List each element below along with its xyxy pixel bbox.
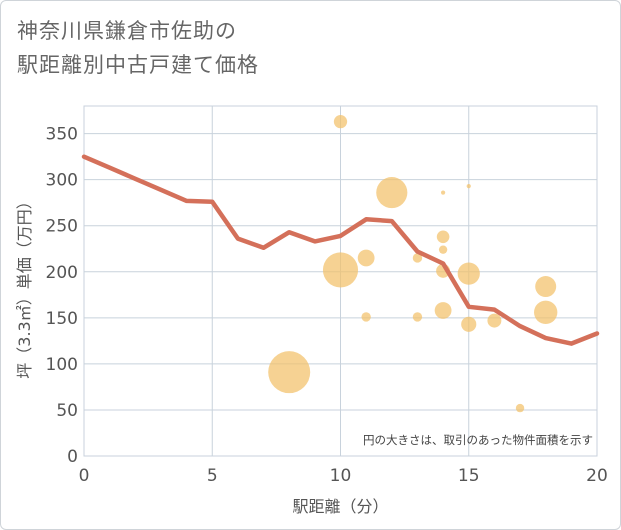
chart-title-line1: 神奈川県鎌倉市佐助の (17, 19, 237, 43)
x-tick-label: 0 (79, 466, 90, 486)
bubble-point (333, 115, 348, 129)
average-price-line (81, 154, 600, 346)
bubble-point (322, 252, 359, 288)
bubble-point (461, 316, 477, 332)
bubble-point (412, 312, 423, 322)
chart-title: 神奈川県鎌倉市佐助の 駅距離別中古戸建て価格 (17, 14, 259, 82)
bubble-point (438, 245, 448, 254)
bubble-point (515, 403, 525, 413)
bubble-point (376, 177, 408, 209)
bubble-point (434, 302, 452, 319)
bubble-point (535, 276, 557, 298)
y-tick-labels: 0 50 100 150 200 250 300 350 (46, 125, 78, 467)
y-axis-label: 坪（3.3㎡）単価（万円） (15, 193, 34, 378)
bubble-point (487, 313, 502, 328)
chart-title-line2: 駅距離別中古戸建て価格 (17, 53, 259, 77)
x-tick-label: 15 (458, 466, 480, 486)
x-tick-label: 20 (586, 466, 608, 486)
bubble-point (534, 300, 558, 325)
bubble-point (441, 190, 446, 195)
bubble-point (268, 351, 311, 394)
bubble-point (361, 312, 371, 322)
bubble-point (412, 253, 423, 263)
y-tick-label: 150 (46, 309, 78, 329)
x-axis-label: 駅距離（分） (292, 497, 388, 516)
x-tick-label: 10 (330, 466, 352, 486)
bubble-point (357, 249, 375, 267)
bubble-point (436, 230, 450, 244)
y-tick-label: 50 (56, 401, 78, 421)
y-tick-label: 250 (46, 217, 78, 237)
y-tick-label: 200 (46, 263, 78, 283)
x-tick-labels: 0 5 10 15 20 (79, 466, 608, 486)
y-tick-label: 100 (46, 355, 78, 375)
bubble-size-note: 円の大きさは、取引のあった物件面積を示す (363, 433, 593, 447)
bubble-point (466, 184, 471, 189)
y-tick-label: 0 (67, 447, 78, 467)
bubble-point (457, 262, 480, 285)
x-tick-label: 5 (207, 466, 218, 486)
y-tick-label: 350 (46, 125, 78, 145)
y-tick-label: 300 (46, 171, 78, 191)
